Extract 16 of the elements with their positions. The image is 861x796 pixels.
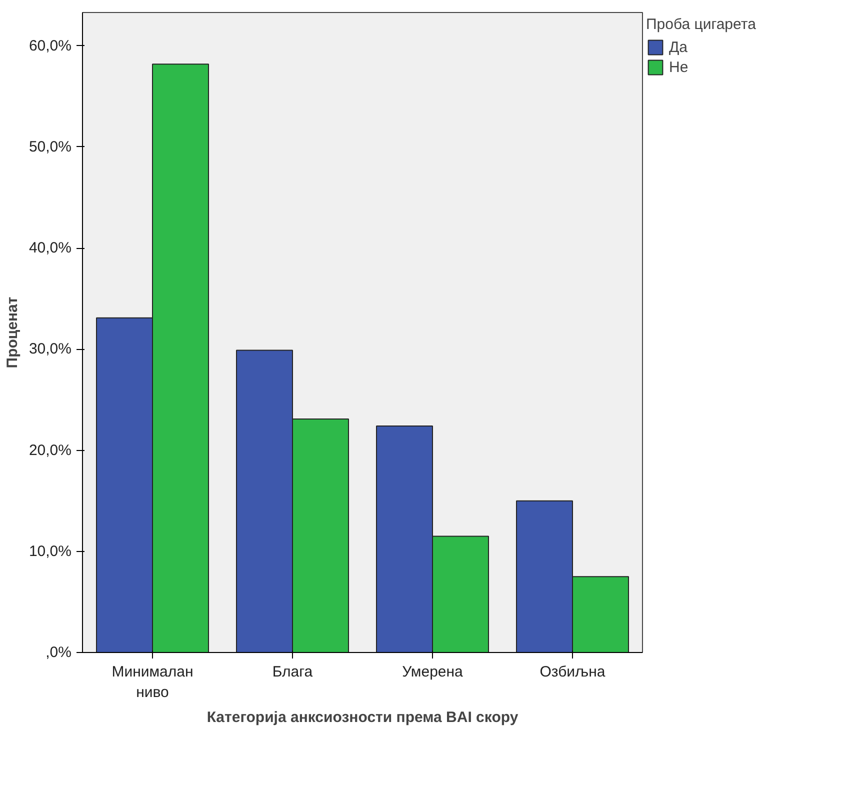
y-tick-label: 20,0% — [28, 442, 72, 459]
x-axis-title: Категорија анксиозности према BAI скору — [206, 708, 519, 726]
legend-title: Проба цигарета — [646, 16, 756, 33]
y-tick-label: 50,0% — [28, 138, 72, 156]
x-tick-label: Озбиљна — [540, 664, 606, 680]
x-tick-label: Блага — [272, 664, 314, 680]
y-tick-label: 60,0% — [28, 37, 72, 54]
x-tick-label: Минималан ниво — [112, 664, 194, 701]
y-tick-label: 10,0% — [28, 542, 72, 560]
y-axis-title: Проценат — [4, 296, 21, 368]
y-tick-label: 30,0% — [28, 340, 72, 358]
x-tick-label: Умерена — [402, 664, 464, 680]
legend-label: Да — [669, 38, 689, 56]
y-tick-label: 40,0% — [28, 240, 72, 257]
legend-label: Не — [669, 58, 689, 76]
y-tick-label: ,0% — [46, 644, 72, 661]
